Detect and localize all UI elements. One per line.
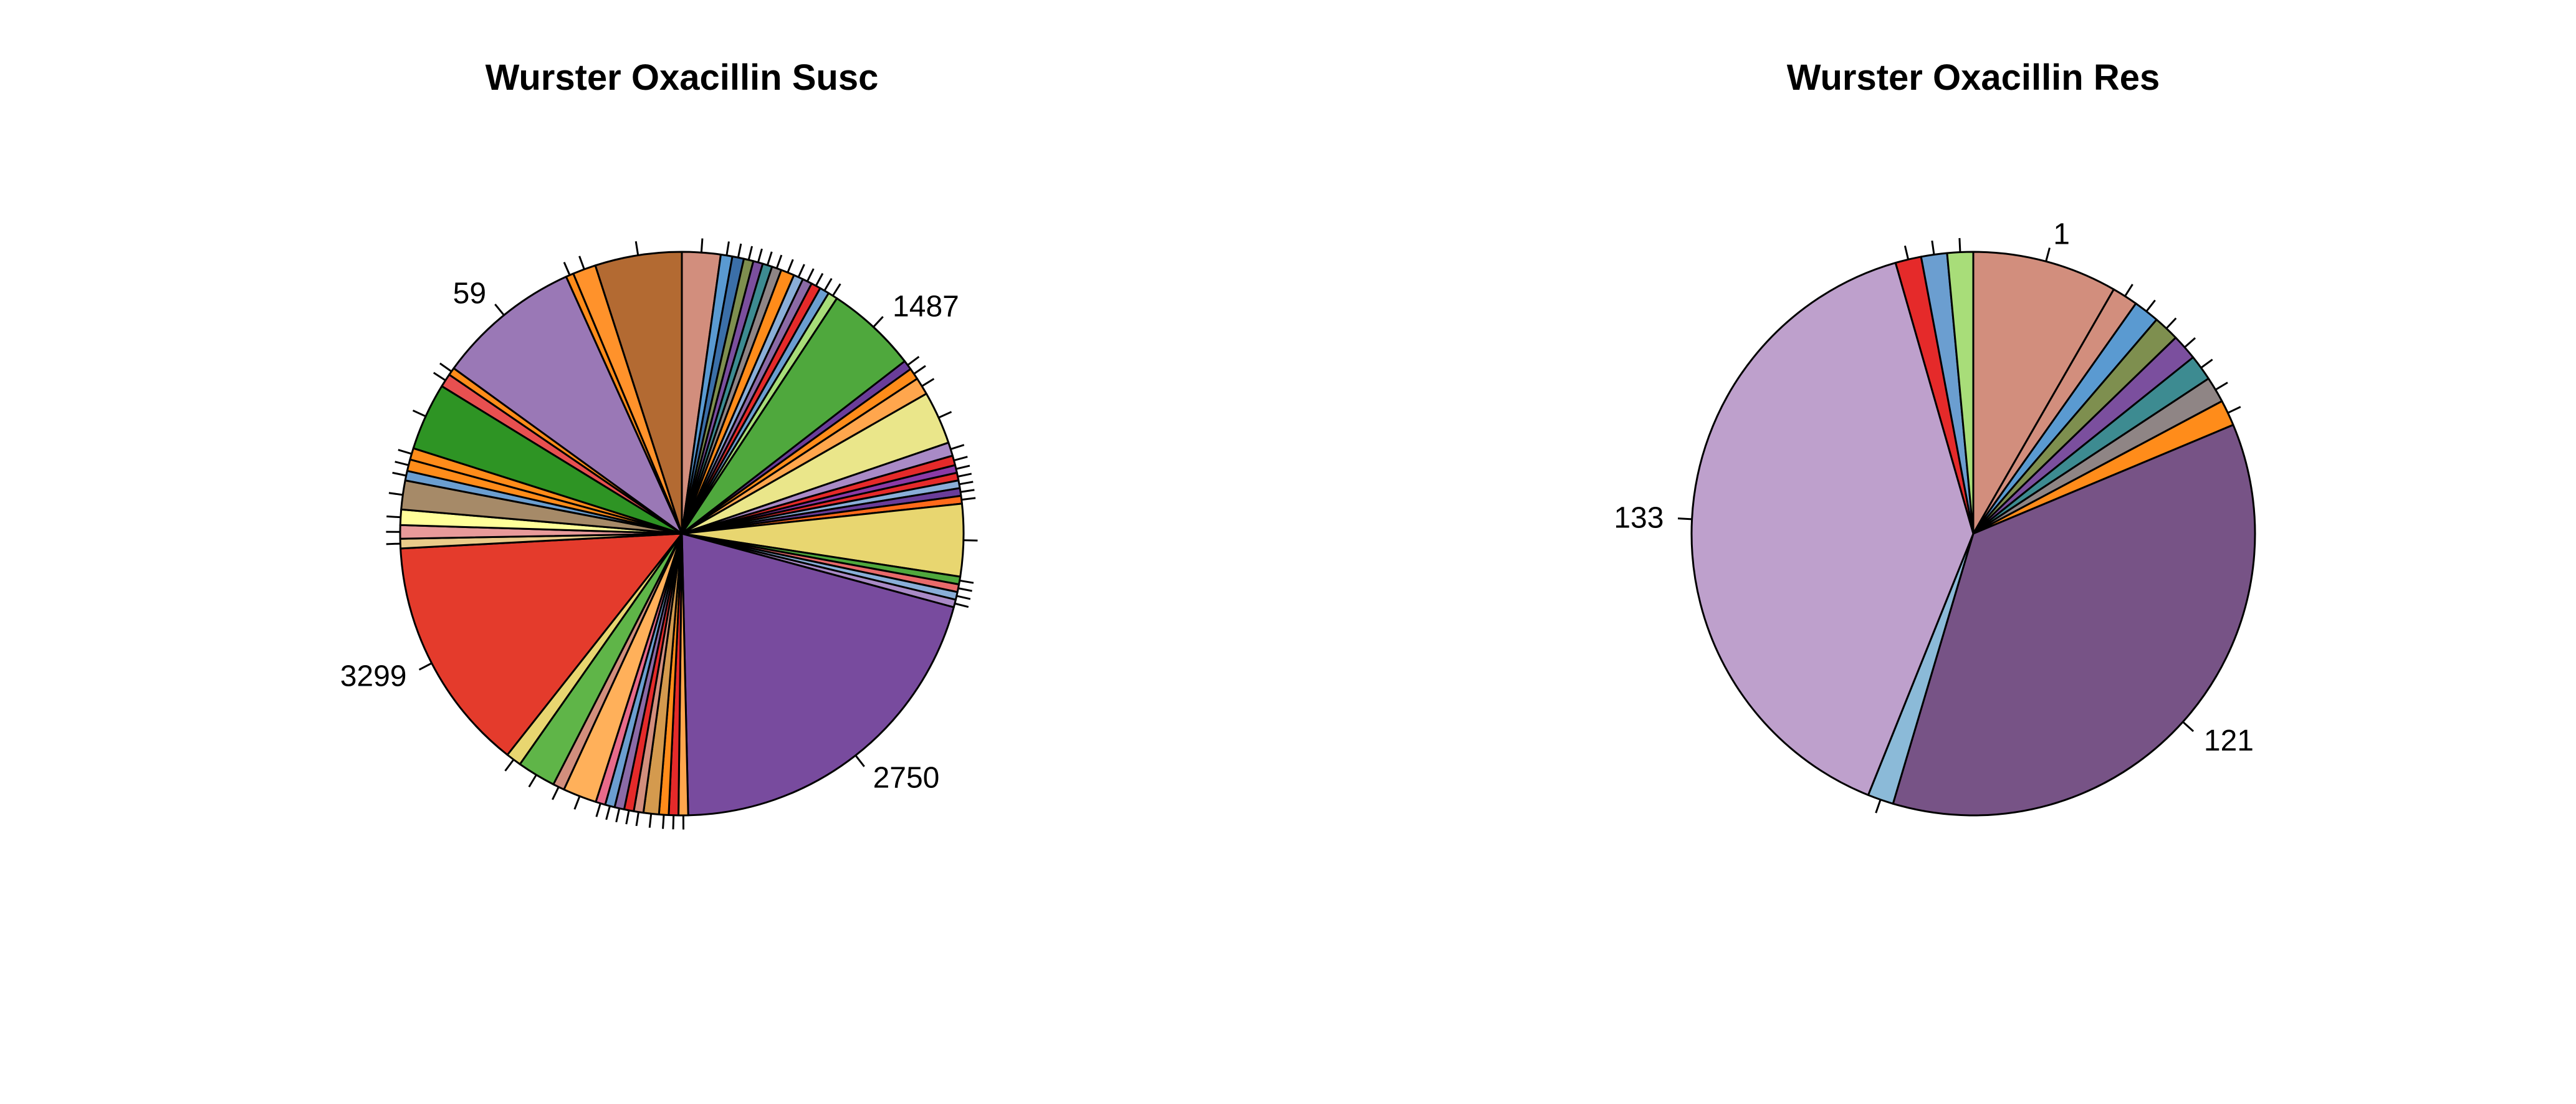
pie-slice: [681, 297, 906, 535]
ticks-susc: [386, 238, 978, 830]
slice-tick: [625, 810, 630, 825]
slice-label: 1487: [893, 290, 959, 323]
slice-tick: [1903, 245, 1910, 260]
slice-tick: [956, 595, 971, 600]
slice-tick: [725, 241, 730, 256]
pie-slice: [400, 532, 683, 756]
slice-tick: [960, 489, 975, 493]
slice-label: 3299: [340, 660, 407, 693]
slice-tick: [418, 662, 433, 671]
slice-tick: [635, 812, 639, 827]
slice-tick: [959, 481, 974, 486]
slice-tick: [2165, 317, 2177, 329]
slices-res: [1690, 251, 2256, 817]
pie-slice: [1690, 262, 1975, 796]
slice-tick: [395, 461, 409, 466]
slice-tick: [504, 759, 515, 772]
pie-chart-res: Wurster Oxacillin Res 1 121 133: [1614, 57, 2256, 817]
slice-tick: [954, 456, 968, 462]
slice-tick: [938, 411, 952, 419]
slice-tick: [615, 808, 621, 823]
slice-tick: [392, 471, 406, 477]
slice-tick: [823, 277, 833, 291]
slice-tick: [963, 539, 978, 542]
slice-tick: [757, 248, 763, 263]
slice-tick: [662, 814, 665, 829]
pie-slice: [1972, 251, 2115, 535]
slice-tick: [787, 259, 794, 273]
slice-tick: [873, 315, 884, 328]
slice-tick: [386, 515, 401, 519]
slice-tick: [433, 372, 446, 382]
slice-tick: [439, 362, 452, 373]
slice-tick: [855, 754, 865, 767]
slice-tick: [2045, 247, 2051, 262]
slice-tick: [957, 473, 972, 478]
slice-tick: [766, 251, 773, 266]
slice-tick: [815, 272, 824, 287]
slice-tick: [1875, 799, 1882, 814]
labels-susc: 1487 2750 3299 59: [340, 277, 959, 794]
slice-tick: [605, 805, 611, 820]
slice-tick: [672, 815, 675, 830]
slice-tick: [747, 246, 753, 261]
slice-label: 121: [2204, 724, 2254, 757]
labels-res: 1 121 133: [1614, 218, 2254, 758]
slice-tick: [700, 238, 704, 253]
slice-tick: [398, 449, 412, 455]
slice-tick: [954, 602, 969, 608]
slice-label: 2750: [873, 761, 940, 794]
slice-tick: [494, 304, 505, 316]
slice-tick: [1931, 240, 1935, 255]
slice-label: 59: [453, 277, 486, 310]
slice-tick: [907, 355, 920, 366]
slice-tick: [563, 262, 571, 276]
slice-tick: [388, 492, 403, 496]
chart-title-res: Wurster Oxacillin Res: [1787, 57, 2160, 98]
slice-label: 133: [1614, 502, 1664, 535]
slice-tick: [634, 241, 639, 256]
slice-tick: [2184, 337, 2196, 348]
pie-slice: [681, 532, 955, 817]
slice-tick: [955, 464, 970, 470]
slices-susc: [399, 251, 965, 817]
slice-tick: [412, 410, 426, 418]
slice-tick: [2214, 382, 2228, 391]
slice-tick: [2145, 299, 2156, 312]
slice-label: 1: [2053, 218, 2070, 251]
slice-tick: [959, 579, 974, 584]
slice-tick: [961, 497, 976, 501]
chart-title-susc: Wurster Oxacillin Susc: [486, 57, 879, 98]
slice-tick: [913, 365, 926, 375]
slice-tick: [648, 814, 653, 828]
pie-slice: [452, 276, 683, 535]
slice-tick: [737, 243, 742, 258]
slice-tick: [552, 786, 560, 800]
slice-tick: [528, 774, 537, 788]
ticks-res: [1677, 238, 2241, 814]
pie-chart-susc: Wurster Oxacillin Susc 1487 2750 3299 59: [340, 57, 978, 830]
slice-tick: [595, 803, 601, 817]
slice-tick: [921, 378, 935, 387]
slice-tick: [797, 264, 805, 278]
slice-tick: [2200, 358, 2213, 369]
slice-tick: [831, 283, 841, 297]
slice-tick: [578, 256, 585, 270]
slice-tick: [573, 795, 581, 810]
slice-tick: [2227, 406, 2241, 414]
slice-tick: [2182, 721, 2195, 732]
slice-tick: [2124, 284, 2133, 297]
slice-tick: [775, 254, 783, 269]
slice-tick: [950, 444, 965, 450]
slice-tick: [958, 587, 972, 592]
slice-tick: [806, 268, 815, 282]
